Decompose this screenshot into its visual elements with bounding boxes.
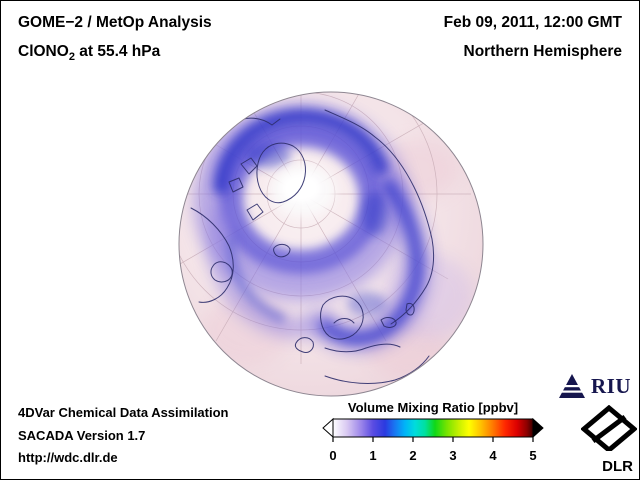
tick-label-4: 4 bbox=[489, 448, 497, 463]
datetime-label: Feb 09, 2011, 12:00 GMT bbox=[443, 14, 622, 31]
dlr-label: DLR bbox=[602, 458, 633, 475]
tick-label-0: 0 bbox=[329, 448, 337, 463]
version-label: SACADA Version 1.7 bbox=[18, 427, 146, 443]
tick-label-5: 5 bbox=[529, 448, 537, 463]
colorbar-tick-marks bbox=[332, 437, 534, 442]
wdc-url[interactable]: http://wdc.dlr.de bbox=[18, 450, 118, 465]
credits-block: 4DVar Chemical Data Assimilation SACADA … bbox=[18, 402, 229, 470]
colorbar-gradient-bar bbox=[332, 418, 534, 438]
header-left: GOME−2 / MetOp Analysis ClONO2 at 55.4 h… bbox=[18, 8, 212, 72]
species-name: ClONO bbox=[18, 43, 69, 60]
globe-rim bbox=[178, 91, 484, 397]
colorbar-left-arrow bbox=[322, 417, 334, 439]
hemisphere-label: Northern Hemisphere bbox=[463, 43, 622, 60]
colorbar: Volume Mixing Ratio [ppbv] 0 1 2 3 4 bbox=[317, 400, 549, 463]
hemisphere-globe-map bbox=[178, 91, 484, 397]
colorbar-scale bbox=[322, 417, 544, 442]
riu-logo: RIU bbox=[557, 372, 635, 400]
species-subscript: 2 bbox=[68, 51, 75, 64]
dlr-logo: DLR bbox=[567, 404, 638, 475]
vortex-band bbox=[193, 103, 473, 352]
analysis-title: GOME−2 / MetOp Analysis bbox=[18, 14, 212, 31]
tick-label-1: 1 bbox=[369, 448, 377, 463]
colorbar-right-arrow bbox=[532, 417, 544, 439]
vortex-core bbox=[270, 163, 336, 217]
species-pressure-label: ClONO2 at 55.4 hPa bbox=[18, 37, 212, 72]
header-right: Feb 09, 2011, 12:00 GMT Northern Hemisph… bbox=[444, 8, 622, 66]
tick-label-2: 2 bbox=[409, 448, 417, 463]
colorbar-title: Volume Mixing Ratio [ppbv] bbox=[347, 400, 519, 415]
assimilation-label: 4DVar Chemical Data Assimilation bbox=[18, 405, 229, 420]
dlr-emblem-icon bbox=[580, 404, 638, 454]
tick-label-3: 3 bbox=[449, 448, 457, 463]
riu-mountain-icon bbox=[559, 374, 585, 398]
colorbar-tick-labels: 0 1 2 3 4 5 bbox=[317, 448, 549, 463]
pressure-level: at 55.4 hPa bbox=[74, 43, 161, 60]
riu-label: RIU bbox=[591, 373, 632, 398]
